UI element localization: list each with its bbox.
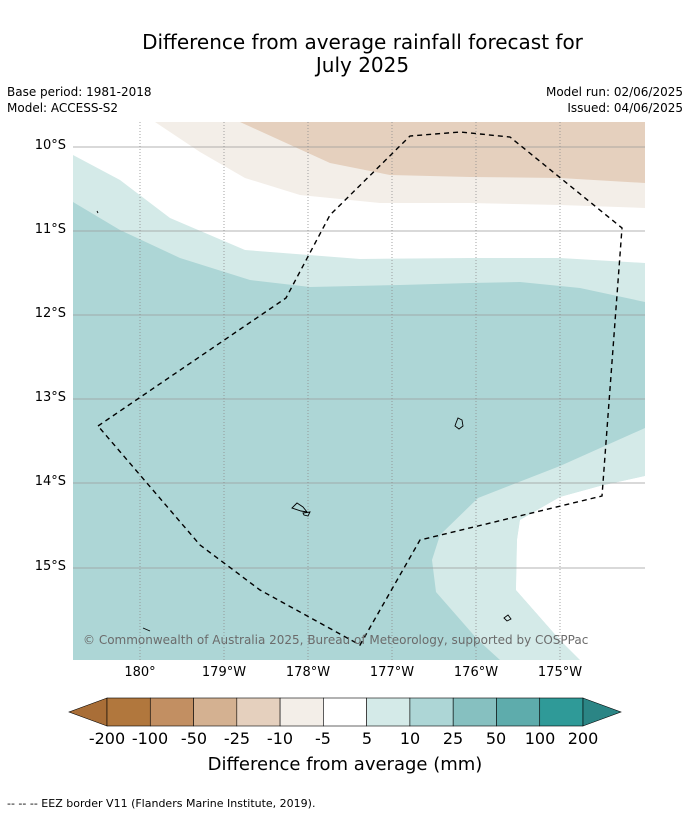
title-line-2: July 2025 [315, 53, 410, 77]
copyright-notice: © Commonwealth of Australia 2025, Bureau… [83, 633, 589, 647]
eez-footnote: -- -- -- EEZ border V11 (Flanders Marine… [7, 797, 316, 810]
island-small-2 [503, 614, 512, 622]
colorbar-segment [366, 697, 411, 727]
island-small-3 [142, 627, 151, 632]
colorbar-segment [323, 697, 367, 727]
meta-left: Base period: 1981-2018 Model: ACCESS-S2 [7, 84, 152, 116]
rainfall-map [73, 122, 645, 660]
lat-label: 10°S [34, 138, 66, 153]
lon-label: 176°W [453, 665, 499, 680]
eez-border [97, 131, 623, 646]
island-futuna [454, 417, 464, 430]
lat-label: 13°S [34, 390, 66, 405]
lon-label: 178°W [285, 665, 331, 680]
model-run-text: Model run: 02/06/2025 [545, 85, 683, 99]
island-dot [96, 210, 99, 214]
colorbar-segment [409, 697, 454, 727]
lat-label: 11°S [34, 222, 66, 237]
lon-label: 179°W [201, 665, 247, 680]
colorbar-segment [539, 697, 584, 727]
colorbar-tick-label: 50 [485, 729, 507, 748]
island-small-1 [302, 511, 311, 517]
colorbar-tick-label: 200 [567, 729, 599, 748]
colorbar-tick-label: 5 [361, 729, 373, 748]
gridlines [73, 146, 645, 569]
colorbar-segment [149, 697, 194, 727]
colorbar-tick-label: -200 [88, 729, 126, 748]
colorbar-segment [279, 697, 324, 727]
map-layers [73, 122, 645, 660]
colorbar-segment [236, 697, 281, 727]
map-title: Difference from average rainfall forecas… [0, 31, 690, 77]
colorbar-segment [106, 697, 151, 727]
colorbar-tick-label: 25 [442, 729, 464, 748]
lon-label: 177°W [369, 665, 415, 680]
lat-label: 15°S [34, 559, 66, 574]
title-line-1: Difference from average rainfall forecas… [142, 30, 583, 54]
colorbar-tick-label: 10 [399, 729, 421, 748]
issued-text: Issued: 04/06/2025 [567, 101, 683, 115]
colorbar-tick-label: -25 [223, 729, 251, 748]
lat-label: 14°S [34, 474, 66, 489]
colorbar-tick-label: -50 [180, 729, 208, 748]
lon-label: 175°W [537, 665, 583, 680]
colorbar-segment [193, 697, 238, 727]
island-alofi [291, 502, 309, 513]
colorbar-segment [496, 697, 541, 727]
colorbar-tick-label: 100 [524, 729, 556, 748]
colorbar-tick-label: -100 [131, 729, 169, 748]
base-period-text: Base period: 1981-2018 [7, 85, 152, 99]
teal-faint-inner-region [432, 428, 645, 660]
lat-label: 12°S [34, 306, 66, 321]
islands [96, 210, 512, 632]
model-text: Model: ACCESS-S2 [7, 101, 119, 115]
colorbar-segment [452, 697, 497, 727]
colorbar-extend-low [68, 697, 108, 727]
colorbar-extend-high [582, 697, 622, 727]
colorbar-tick-label: -5 [315, 729, 331, 748]
colorbar-title: Difference from average (mm) [207, 754, 483, 775]
meta-right: Model run: 02/06/2025 Issued: 04/06/2025 [546, 84, 683, 116]
lon-label: 180° [124, 665, 156, 680]
brown-light-region [240, 122, 645, 183]
colorbar-tick-label: -10 [266, 729, 294, 748]
